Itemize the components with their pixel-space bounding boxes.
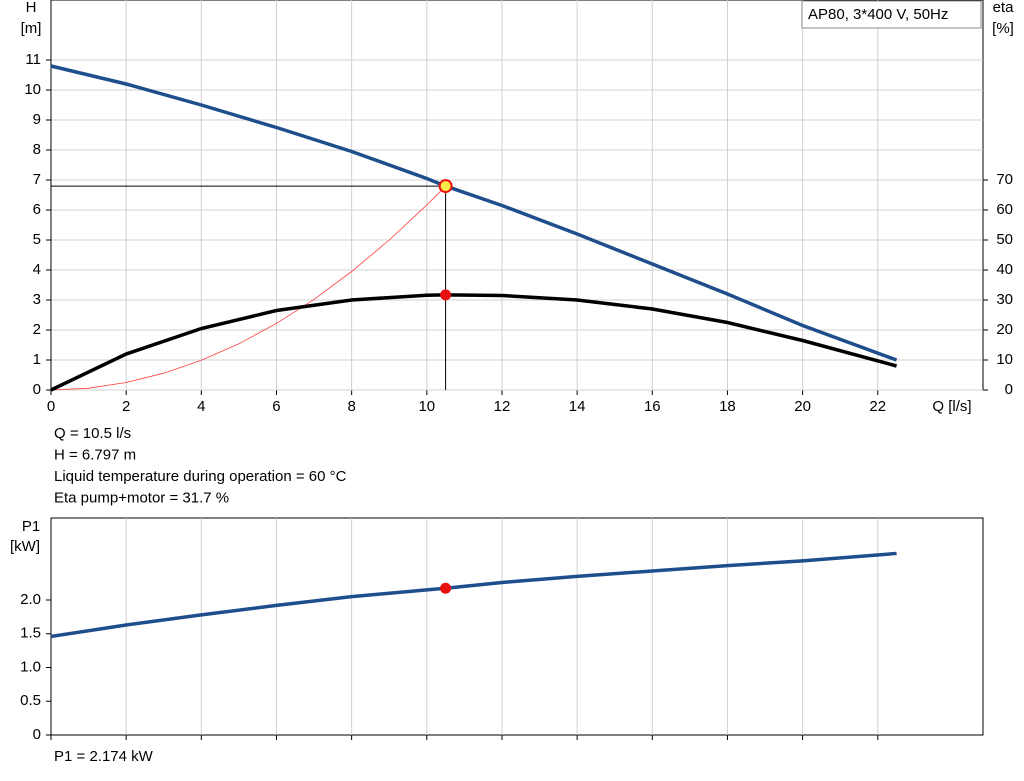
y-label-unit: [m] [21, 20, 42, 37]
y-tick-label: 11 [25, 51, 41, 68]
y2-label-unit: [%] [992, 20, 1014, 37]
y2-tick-label: 40 [996, 261, 1013, 278]
y-tick-label: 4 [33, 261, 41, 278]
y-tick-label: 1 [33, 351, 41, 368]
y-tick-label: 0 [33, 726, 41, 743]
y2-label: eta [993, 0, 1015, 16]
x-tick-label: 14 [569, 398, 586, 415]
x-tick-label: 6 [272, 398, 280, 415]
y-label: P1 [22, 518, 40, 535]
plot-area [50, 0, 984, 391]
annotation: Liquid temperature during operation = 60… [54, 468, 347, 485]
y2-tick-label: 20 [996, 321, 1013, 338]
y-tick-label: 7 [33, 171, 41, 188]
x-tick-label: 2 [122, 398, 130, 415]
x-tick-label: 22 [869, 398, 886, 415]
y2-tick-label: 30 [996, 291, 1013, 308]
x-tick-label: 8 [347, 398, 355, 415]
x-tick-label: 18 [719, 398, 736, 415]
y-tick-label: 3 [33, 291, 41, 308]
x-tick-label: 20 [794, 398, 811, 415]
y2-tick-label: 70 [996, 171, 1013, 188]
eta-point [440, 289, 452, 301]
annotation: H = 6.797 m [54, 446, 136, 463]
y2-tick-label: 0 [1005, 381, 1013, 398]
operating-point [440, 582, 452, 594]
y-tick-label: 1.5 [20, 625, 41, 642]
x-tick-label: 10 [418, 398, 435, 415]
annotation: P1 = 2.174 kW [54, 748, 154, 765]
y-tick-label: 0 [33, 381, 41, 398]
plot-area [50, 517, 984, 736]
legend-box [801, 0, 982, 29]
y-tick-label: 5 [33, 231, 41, 248]
y-label: H [26, 0, 37, 16]
y2-tick-label: 50 [996, 231, 1013, 248]
y-label-unit: [kW] [10, 538, 40, 555]
y2-tick-label: 10 [996, 351, 1013, 368]
annotation: Q = 10.5 l/s [54, 425, 131, 442]
curve [50, 185, 446, 391]
y-tick-label: 8 [33, 141, 41, 158]
y-tick-label: 6 [33, 201, 41, 218]
x-tick-label: 0 [47, 398, 55, 415]
y-tick-label: 10 [24, 81, 41, 98]
y2-tick-label: 60 [996, 201, 1013, 218]
y-tick-label: 2.0 [20, 591, 41, 608]
y-tick-label: 9 [33, 111, 41, 128]
x-label: Q [l/s] [932, 398, 971, 415]
y-tick-label: 2 [33, 321, 41, 338]
x-tick-label: 4 [197, 398, 205, 415]
y-tick-label: 1.0 [20, 658, 41, 675]
x-tick-label: 12 [494, 398, 511, 415]
x-tick-label: 16 [644, 398, 661, 415]
legend-text: AP80, 3*400 V, 50Hz [808, 6, 948, 23]
annotation: Eta pump+motor = 31.7 % [54, 489, 229, 506]
operating-point [438, 179, 453, 194]
y-tick-label: 0.5 [20, 692, 41, 709]
